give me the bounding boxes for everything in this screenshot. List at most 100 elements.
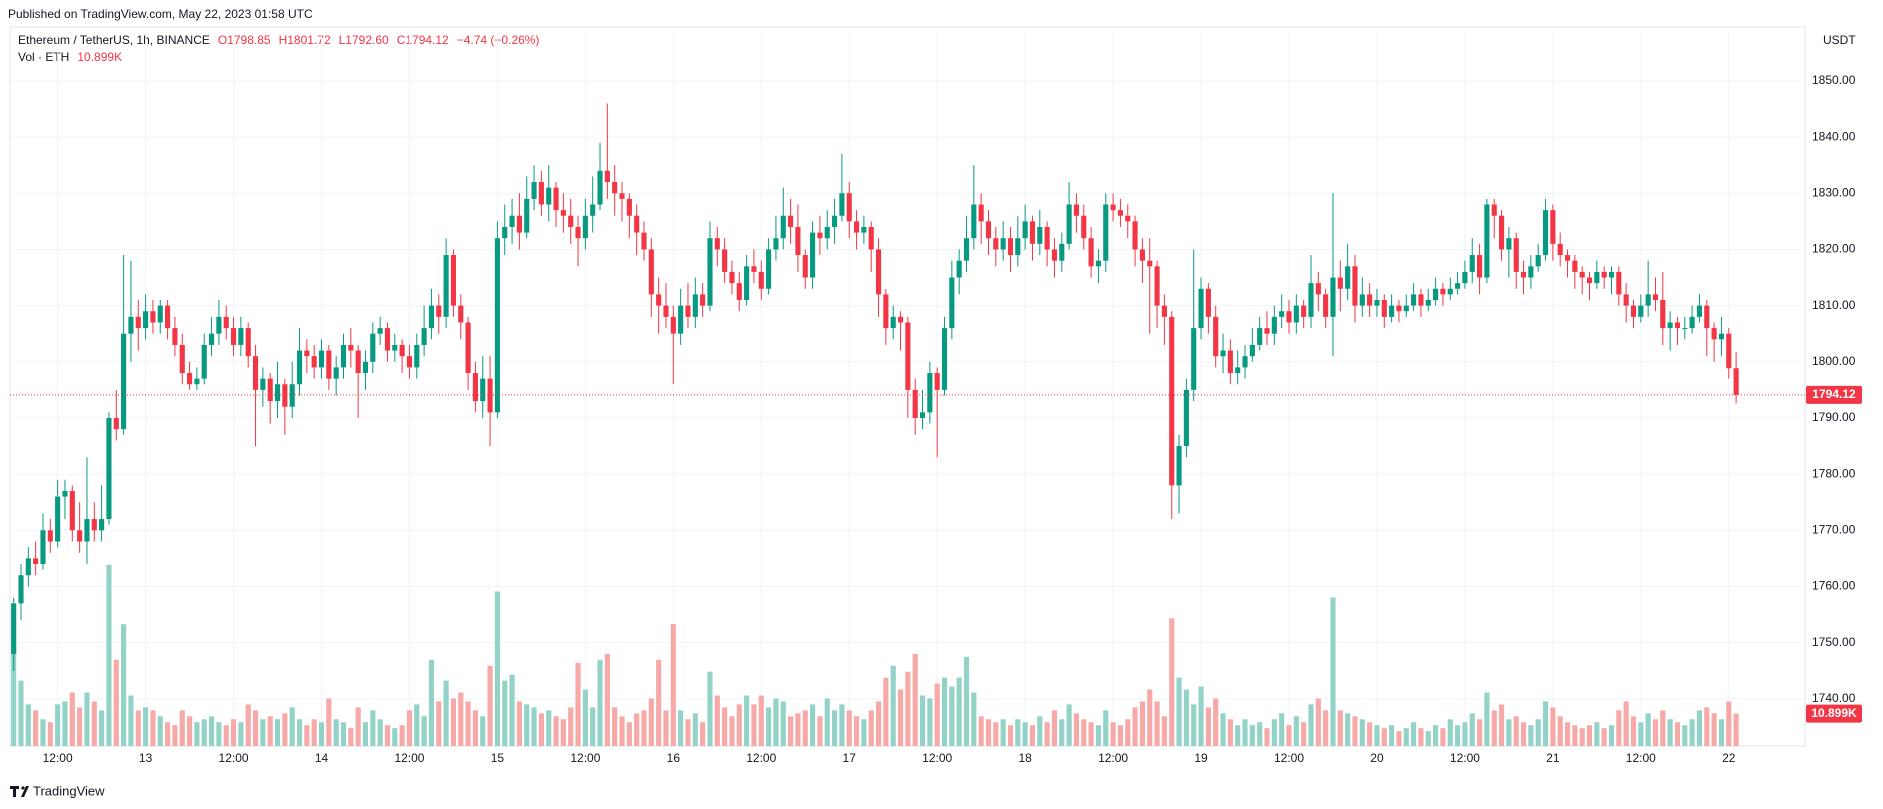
candle-body	[1271, 316, 1277, 334]
candle-body	[1542, 210, 1549, 256]
candle-body	[1696, 305, 1703, 317]
candle-body	[1198, 288, 1204, 329]
volume-bar	[260, 719, 266, 746]
candle-body	[993, 238, 999, 250]
candle-body	[1616, 271, 1622, 295]
candle-body	[1462, 271, 1468, 284]
candle-body	[1484, 204, 1490, 278]
candle-body	[1220, 350, 1226, 357]
currency: USDT	[1823, 33, 1856, 47]
candle-body	[392, 344, 398, 351]
volume-bar	[62, 701, 68, 746]
candle-body	[187, 373, 193, 385]
candle-body	[1579, 271, 1585, 278]
last-price-badge	[1806, 385, 1862, 404]
candle-body	[1359, 294, 1365, 306]
volume-bar	[1176, 677, 1182, 746]
candle-body	[1528, 266, 1534, 278]
volume-bar	[333, 719, 339, 746]
volume-bar	[1117, 725, 1123, 746]
candle-body	[941, 328, 948, 390]
candle-body	[55, 496, 61, 542]
volume-bar	[238, 722, 244, 746]
volume-bar	[1520, 722, 1527, 746]
volume-bar	[949, 686, 955, 746]
volume-bar	[934, 683, 940, 746]
candle-body	[99, 519, 105, 531]
volume-bar	[1564, 722, 1571, 746]
candle-body	[846, 193, 852, 222]
candle-body	[1191, 328, 1197, 390]
volume-bar	[157, 716, 163, 746]
volume-bar	[1015, 719, 1021, 746]
volume-bar	[590, 707, 596, 746]
volume-bar	[414, 704, 420, 746]
volume-bar	[1726, 701, 1732, 746]
volume-bar	[1029, 725, 1036, 746]
candle-body	[1264, 328, 1270, 334]
volume-bar	[208, 716, 215, 746]
candle-body	[1345, 266, 1351, 289]
candle-body	[1660, 299, 1666, 329]
volume-bar	[641, 710, 647, 746]
candle-body	[832, 215, 838, 227]
candle-body	[751, 266, 757, 272]
volume-bar	[69, 692, 75, 746]
volume-bar	[978, 716, 984, 746]
candle-body	[883, 294, 889, 329]
volume-bar	[707, 671, 713, 746]
x-tick-label: 22	[1722, 751, 1736, 765]
volume-bar	[626, 722, 632, 746]
candle-body	[1389, 305, 1395, 317]
y-tick-label: 1770.00	[1812, 522, 1856, 536]
volume-bar	[1103, 710, 1109, 746]
volume-bar	[839, 704, 845, 746]
volume-bar	[1110, 722, 1116, 746]
volume-bar	[458, 692, 464, 746]
candle-body	[1352, 266, 1358, 306]
volume-bar	[1718, 719, 1725, 746]
volume-bar	[84, 692, 90, 746]
volume-bar	[1484, 692, 1490, 746]
volume-bar	[736, 704, 742, 746]
volume-bar	[1264, 728, 1270, 746]
candle-body	[949, 277, 955, 329]
volume-bar	[1183, 689, 1189, 746]
candle-body	[150, 311, 156, 323]
volume-bar	[1455, 725, 1461, 746]
candle-body	[824, 226, 830, 239]
candle-body	[1425, 299, 1431, 306]
volume-bar	[1374, 725, 1380, 746]
volume-bar	[11, 647, 17, 746]
candle-body	[692, 294, 698, 317]
candle-body	[722, 249, 728, 272]
candle-body	[956, 260, 962, 278]
ohlc-value: C1794.12	[397, 33, 449, 47]
candle-body	[1550, 210, 1556, 244]
volume-bar	[810, 704, 816, 746]
volume-bar	[575, 662, 581, 746]
candle-body	[443, 255, 449, 317]
candle-body	[1645, 294, 1651, 306]
volume-bar	[25, 704, 31, 746]
volume-bar	[758, 695, 764, 746]
candle-body	[1279, 311, 1285, 317]
candle-body	[1015, 238, 1021, 256]
brand: TradingView	[10, 783, 105, 798]
candle-body	[788, 215, 794, 227]
candle-body	[1147, 260, 1153, 267]
candle-body	[1689, 316, 1695, 329]
candle-body	[223, 316, 229, 329]
logo	[10, 786, 29, 797]
volume-bar	[1623, 701, 1629, 746]
volume-label: 10.899K	[1811, 706, 1857, 720]
volume-bar	[1667, 719, 1673, 746]
candle-body	[1110, 204, 1116, 211]
volume-bar	[678, 710, 684, 746]
volume-bar	[304, 725, 310, 746]
candle-body	[245, 328, 251, 357]
volume-bar	[1572, 725, 1578, 746]
volume-bar	[487, 665, 493, 746]
candle-body	[1213, 316, 1219, 357]
volume-bar	[143, 707, 149, 746]
